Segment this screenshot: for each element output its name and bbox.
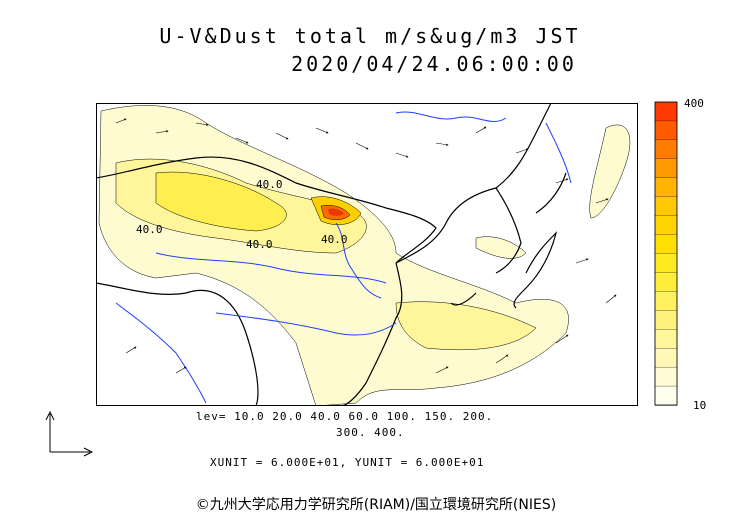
legend-swatch [654,158,678,179]
legend-swatch [654,385,678,406]
legend-swatch [654,139,678,160]
legend-swatch [654,253,678,274]
legend-swatch [654,234,678,255]
legend-swatch [654,215,678,236]
legend-min-label: 10 [693,399,706,412]
unit-line: XUNIT = 6.000E+01, YUNIT = 6.000E+01 [210,456,485,469]
legend-swatch [654,366,678,387]
legend-max-label: 400 [684,97,704,110]
levels-line2: 300. 400. [336,426,405,439]
chart-title: U-V&Dust total m/s&ug/m3 JST [159,24,581,48]
contour-label: 40.0 [136,223,163,236]
chart-timestamp: 2020/04/24.06:00:00 [291,52,577,76]
coastlines [96,103,567,406]
levels-line1: lev= 10.0 20.0 40.0 60.0 100. 150. 200. [196,410,494,423]
legend-swatch [654,291,678,311]
legend-swatch [654,310,678,330]
legend-swatch [654,120,678,141]
legend-swatch [654,272,678,293]
legend-frame [654,101,678,406]
legend-swatch [654,177,678,198]
credit-text: ©九州大学応用力学研究所(RIAM)/国立環境研究所(NIES) [195,497,557,513]
legend-swatch [654,196,678,217]
legend-swatch [654,329,678,349]
contour-label: 40.0 [321,233,348,246]
axes-indicator [45,410,94,457]
dust-field [98,105,631,406]
legend-swatch [654,101,678,122]
contour-labels: 40.0 40.0 40.0 40.0 [136,178,348,251]
contour-label: 40.0 [256,178,283,191]
wind-vectors [115,118,617,374]
legend-swatch [654,348,678,368]
contour-label: 40.0 [246,238,273,251]
map-plot: 40.0 40.0 40.0 40.0 [96,103,638,406]
rivers [115,111,572,404]
